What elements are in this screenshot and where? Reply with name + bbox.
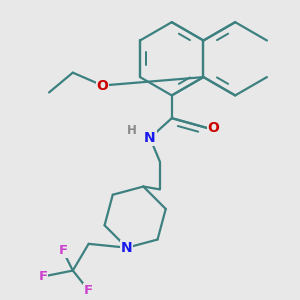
Text: F: F	[39, 270, 48, 283]
Text: F: F	[84, 284, 93, 297]
Text: F: F	[58, 244, 68, 257]
Text: N: N	[121, 241, 133, 255]
Text: N: N	[144, 131, 156, 145]
Text: O: O	[97, 79, 108, 92]
Text: O: O	[207, 121, 219, 135]
Text: H: H	[127, 124, 137, 136]
